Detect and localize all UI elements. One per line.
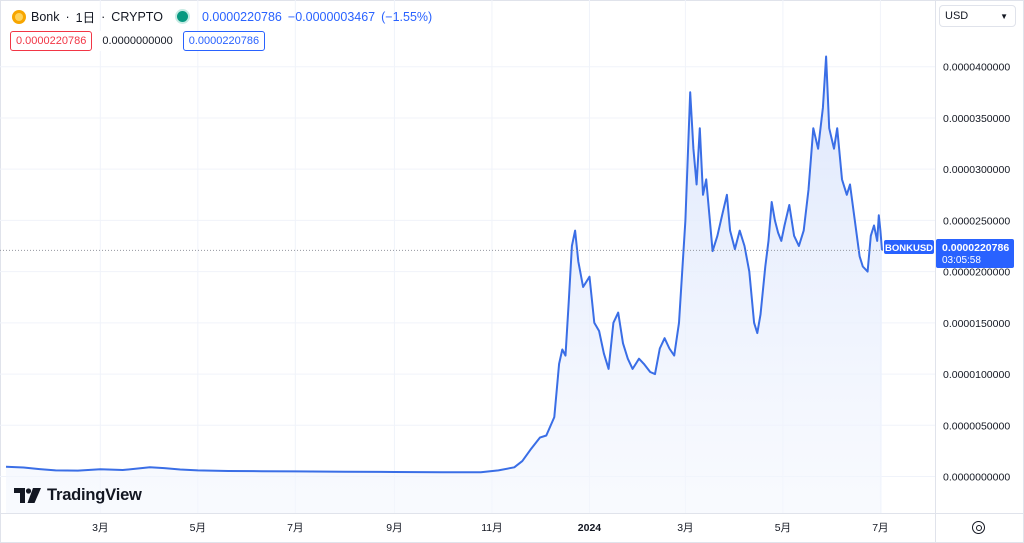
current-price-tag: BONKUSD 0.0000220786 03:05:58: [884, 239, 1014, 268]
sell-price-button[interactable]: 0.0000220786: [10, 31, 93, 51]
x-tick-label: 3月: [92, 522, 108, 534]
x-tick-label: 5月: [190, 522, 206, 534]
separator: ·: [65, 9, 70, 24]
chevron-down-icon: ▼: [1000, 11, 1008, 21]
spread-value: 0.0000000000: [96, 31, 179, 51]
tradingview-logo-icon: [14, 488, 41, 503]
y-tick-label: 0.0000150000: [943, 318, 1010, 330]
x-tick-label: 9月: [386, 522, 402, 534]
x-tick-label: 7月: [872, 522, 888, 534]
y-tick-label: 0.0000250000: [943, 215, 1010, 227]
brand-name: TradingView: [47, 486, 142, 504]
exchange: CRYPTO: [111, 9, 163, 24]
y-tick-label: 0.0000350000: [943, 113, 1010, 125]
x-tick-label: 5月: [775, 522, 791, 534]
price-label-bg: [936, 239, 1014, 268]
y-tick-label: 0.0000300000: [943, 164, 1010, 176]
buy-price-button[interactable]: 0.0000220786: [182, 31, 266, 51]
price-change: −0.0000003467: [287, 9, 376, 24]
price-axis[interactable]: 0.0000400000 0.0000350000 0.0000300000 0.00…: [943, 62, 1010, 484]
symbol-name[interactable]: Bonk: [31, 9, 60, 24]
currency-value: USD: [945, 10, 969, 22]
y-tick-label: 0.0000200000: [943, 267, 1010, 279]
settings-icon[interactable]: [972, 521, 985, 534]
price-label-countdown: 03:05:58: [942, 255, 981, 266]
tradingview-logo[interactable]: TradingView: [14, 486, 142, 505]
y-tick-label: 0.0000000000: [943, 472, 1010, 484]
symbol-label: BONKUSD: [885, 243, 933, 254]
y-tick-label: 0.0000100000: [943, 369, 1010, 381]
price-label-value: 0.0000220786: [942, 242, 1009, 254]
bonk-coin-icon: [12, 9, 26, 24]
time-axis[interactable]: 3月 5月 7月 9月 11月 2024 3月 5月 7月: [92, 522, 888, 534]
interval[interactable]: 1日: [75, 11, 96, 25]
x-tick-label: 7月: [287, 522, 303, 534]
price-area: [6, 56, 882, 513]
x-tick-label: 2024: [578, 522, 602, 534]
price-change-pct: (−1.55%): [381, 9, 433, 24]
x-tick-label: 11月: [481, 522, 502, 534]
y-tick-label: 0.0000050000: [943, 420, 1010, 432]
market-status-icon[interactable]: [176, 11, 188, 22]
separator: ·: [101, 9, 106, 24]
bid-ask-row: 0.0000220786 0.0000000000 0.0000220786: [10, 31, 266, 51]
symbol-label-bg: [884, 240, 934, 254]
currency-select[interactable]: USD ▼: [939, 5, 1016, 27]
y-tick-label: 0.0000400000: [943, 62, 1010, 74]
price-line: [5, 55, 883, 474]
x-tick-label: 3月: [677, 522, 693, 534]
symbol-legend[interactable]: Bonk · 1日 · CRYPTO 0.0000220786 −0.00000…: [12, 7, 432, 26]
last-price: 0.0000220786: [201, 9, 282, 24]
